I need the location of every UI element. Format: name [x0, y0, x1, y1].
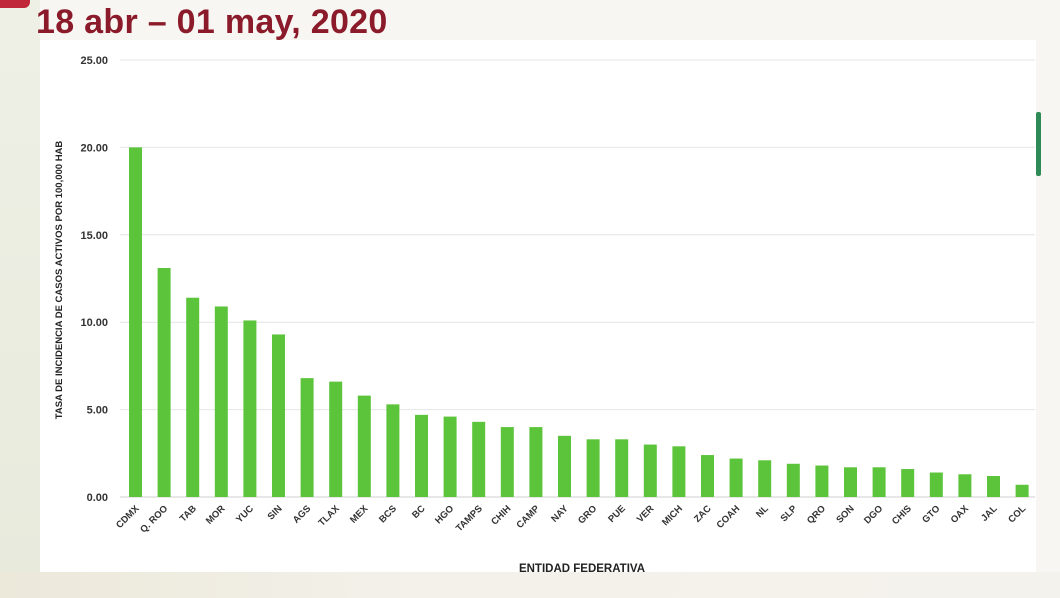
x-tick-label: GRO [576, 503, 599, 526]
bar-bcs [386, 404, 400, 497]
x-tick-label: SIN [266, 503, 285, 522]
bar-tlax [329, 381, 343, 497]
bar-q-roo [157, 268, 171, 497]
bar-ver [643, 444, 657, 497]
bar-son [844, 467, 857, 497]
bar-oax [958, 474, 972, 497]
x-tick-label: CHIH [489, 503, 513, 527]
x-tick-label: OAX [949, 503, 972, 526]
bar-chih [500, 427, 514, 497]
x-tick-label: AGS [291, 503, 313, 525]
y-axis-ticks: 0.00 5.00 10.00 15.00 20.00 25.00 [80, 55, 108, 504]
page-title: 18 abr – 01 may, 2020 [36, 3, 388, 41]
x-tick-label: MICH [660, 503, 685, 528]
x-tick-label: DGO [862, 503, 885, 526]
x-tick-label: COL [1006, 503, 1028, 525]
background-bottom [0, 572, 1060, 598]
bar-coah [729, 458, 743, 497]
bar-sin [272, 334, 285, 497]
x-tick-label: CHIS [890, 503, 914, 527]
x-tick-label: SON [834, 503, 856, 525]
accent-bar [1036, 112, 1041, 176]
x-tick-label: NL [754, 503, 771, 520]
bar-camp [529, 427, 543, 497]
x-tick-label: YUC [234, 503, 256, 525]
title-mark [0, 0, 30, 8]
bar-gro [586, 439, 600, 497]
x-tick-label: TLAX [316, 503, 342, 529]
bar-hgo [443, 416, 457, 497]
x-tick-label: ZAC [692, 503, 714, 525]
bar-mex [357, 395, 371, 497]
bar-col [1015, 484, 1029, 497]
x-tick-label: MEX [348, 503, 371, 526]
bar-ags [300, 378, 314, 497]
y-tick-label: 15.00 [80, 230, 108, 242]
x-tick-label: PUE [606, 503, 628, 525]
bar-zac [701, 455, 714, 497]
x-tick-label: TAB [178, 503, 199, 524]
x-tick-label: QRO [805, 503, 828, 526]
bar-dgo [872, 467, 886, 497]
bar-jal [987, 476, 1000, 497]
bar-cdmx [129, 147, 142, 497]
bar-pue [615, 439, 629, 497]
x-tick-label: VER [635, 503, 657, 525]
x-tick-label: CAMP [514, 503, 542, 531]
y-tick-label: 25.00 [80, 55, 108, 67]
x-tick-label: SLP [779, 503, 800, 524]
bar-yuc [243, 320, 257, 497]
bar-nay [558, 435, 571, 497]
x-axis-label: ENTIDAD FEDERATIVA [519, 563, 645, 575]
x-tick-label: GTO [920, 503, 942, 525]
y-tick-label: 5.00 [87, 405, 108, 417]
x-tick-label: NAY [549, 503, 571, 525]
x-tick-label: TAMPS [454, 503, 485, 534]
bar-nl [758, 460, 772, 497]
x-tick-label: BC [410, 503, 428, 521]
bar-chis [901, 469, 915, 497]
y-axis-label: TASA DE INCIDENCIA DE CASOS ACTIVOS POR … [54, 141, 65, 420]
x-tick-label: HGO [433, 503, 456, 526]
x-tick-label: BCS [377, 503, 399, 525]
bar-bc [415, 414, 428, 497]
y-tick-label: 20.00 [80, 142, 108, 154]
x-tick-label: COAH [715, 503, 743, 531]
bars [129, 147, 1029, 497]
bar-slp [786, 463, 800, 497]
x-tick-label: MOR [204, 503, 228, 527]
bar-mor [214, 306, 228, 497]
bar-mich [672, 446, 686, 497]
background-left [0, 0, 40, 598]
bar-tamps [472, 421, 486, 497]
bar-qro [815, 465, 829, 497]
bar-tab [186, 297, 200, 497]
bar-gto [929, 472, 943, 497]
grid-lines [120, 59, 1035, 498]
y-tick-label: 0.00 [87, 492, 108, 504]
y-tick-label: 10.00 [80, 317, 108, 329]
x-tick-label: JAL [979, 503, 1000, 524]
x-tick-label: Q. ROO [138, 503, 170, 535]
